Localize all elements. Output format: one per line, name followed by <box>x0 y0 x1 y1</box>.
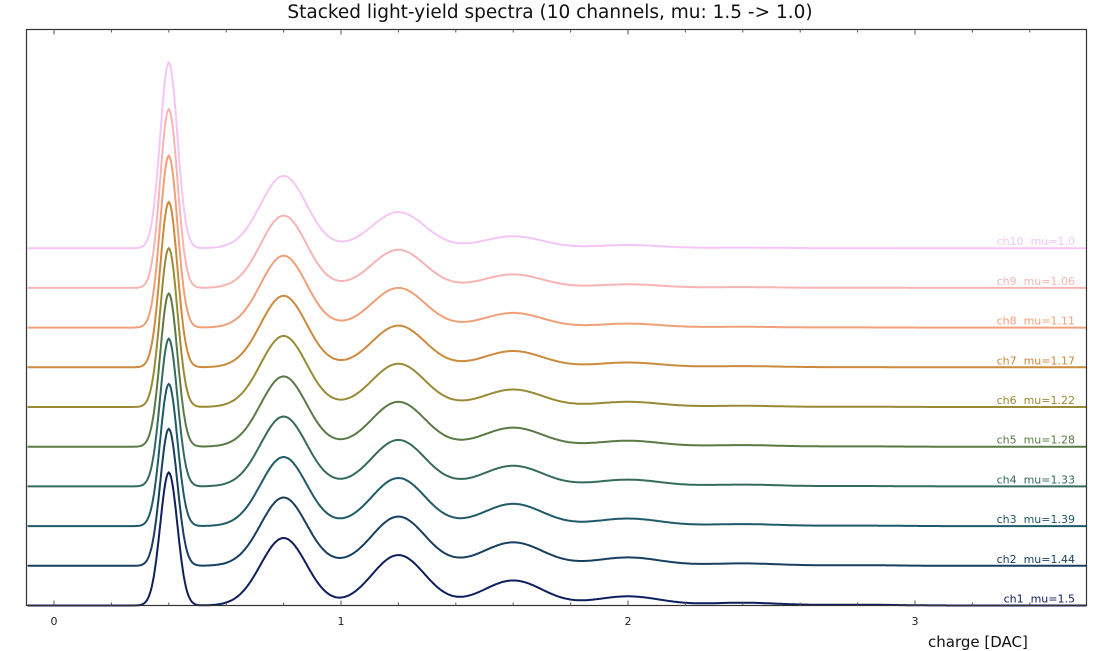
x-tick-labels: 0 1 2 3 <box>51 615 919 628</box>
axes-frame <box>25 28 1088 607</box>
x-tick-label: 3 <box>912 615 919 628</box>
curve-ch4 <box>27 337 1087 488</box>
label-ch7: ch7 mu=1.17 <box>997 354 1075 367</box>
x-tick-label: 2 <box>625 615 632 628</box>
chart-title: Stacked light-yield spectra (10 channels… <box>287 2 813 23</box>
curve-ch9 <box>27 107 1087 289</box>
curve-ch10 <box>27 60 1087 250</box>
label-ch5: ch5 mu=1.28 <box>997 434 1075 447</box>
x-tick-label: 1 <box>338 615 345 628</box>
curve-ch2 <box>27 427 1087 567</box>
label-ch1: ch1 mu=1.5 <box>1004 593 1075 606</box>
curve-ch5 <box>27 291 1087 448</box>
label-ch10: ch10 mu=1.0 <box>997 235 1075 248</box>
label-ch8: ch8 mu=1.11 <box>997 315 1075 328</box>
x-ticks <box>53 29 1031 606</box>
x-tick-label: 0 <box>51 615 58 628</box>
label-ch6: ch6 mu=1.22 <box>997 394 1075 407</box>
label-ch3: ch3 mu=1.39 <box>997 513 1075 526</box>
curve-ch1 <box>27 471 1087 607</box>
label-ch4: ch4 mu=1.33 <box>997 473 1075 486</box>
curve-ch3 <box>27 382 1087 528</box>
spectra-curves <box>27 60 1087 607</box>
curve-ch7 <box>27 200 1087 369</box>
label-ch9: ch9 mu=1.06 <box>997 275 1075 288</box>
label-ch2: ch2 mu=1.44 <box>997 553 1075 566</box>
x-axis-label: charge [DAC] <box>928 633 1028 651</box>
curve-ch8 <box>27 154 1087 329</box>
channel-labels: ch1 mu=1.5 ch2 mu=1.44 ch3 mu=1.39 ch4 mu=1… <box>997 235 1075 605</box>
curve-ch6 <box>27 246 1087 408</box>
